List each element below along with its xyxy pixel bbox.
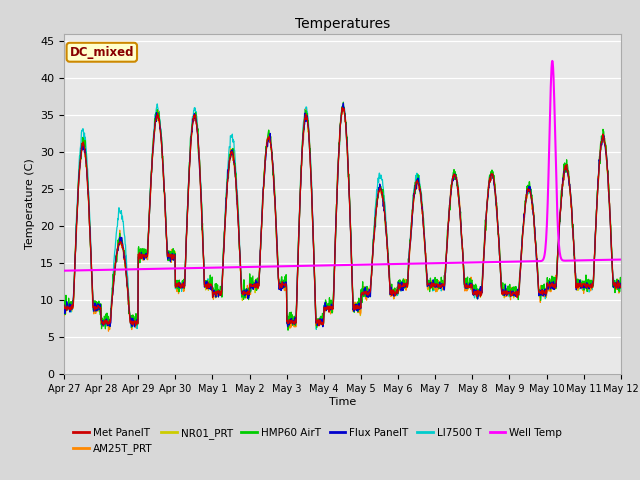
Legend: Met PanelT, AM25T_PRT, NR01_PRT, HMP60 AirT, Flux PanelT, LI7500 T, Well Temp: Met PanelT, AM25T_PRT, NR01_PRT, HMP60 A…	[69, 424, 566, 458]
X-axis label: Time: Time	[329, 397, 356, 407]
Title: Temperatures: Temperatures	[295, 17, 390, 31]
Text: DC_mixed: DC_mixed	[70, 46, 134, 59]
Y-axis label: Temperature (C): Temperature (C)	[24, 158, 35, 250]
